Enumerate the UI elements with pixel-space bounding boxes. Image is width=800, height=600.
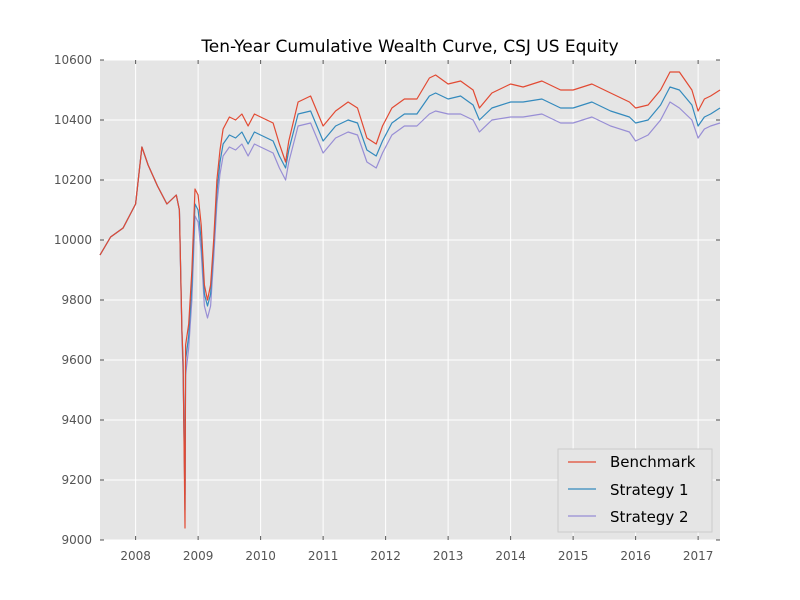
series-layer [99,71,721,529]
legend-label-benchmark: Benchmark [610,453,696,471]
series-line-benchmark [99,71,721,529]
y-tick-label: 10600 [54,53,92,67]
y-tick-label: 9800 [61,293,92,307]
x-tick-label: 2012 [370,549,401,563]
x-tick-label: 2008 [120,549,151,563]
legend: Benchmark Strategy 1 Strategy 2 [557,448,713,533]
x-tick-label: 2009 [183,549,214,563]
x-tick-label: 2010 [245,549,276,563]
y-tick-label: 9600 [61,353,92,367]
x-tick-label: 2016 [620,549,651,563]
y-tick-label: 10000 [54,233,92,247]
x-tick-label: 2013 [433,549,464,563]
chart-title: Ten-Year Cumulative Wealth Curve, CSJ US… [200,37,618,57]
y-tick-label: 9400 [61,413,92,427]
axes: 2008 2009 2010 2011 2012 2013 2014 2015 2016 2017… [54,53,720,563]
x-tick-label: 2011 [308,549,339,563]
y-tick-label: 10200 [54,173,92,187]
y-tick-label: 9200 [61,473,92,487]
x-tick-label: 2015 [558,549,589,563]
legend-box [557,448,713,533]
y-tick-label: 10400 [54,113,92,127]
legend-label-strategy-2: Strategy 2 [610,508,689,526]
x-tick-label: 2017 [683,549,714,563]
y-tick-label: 9000 [61,533,92,547]
x-tick-label: 2014 [495,549,526,563]
legend-label-strategy-1: Strategy 1 [610,481,689,499]
